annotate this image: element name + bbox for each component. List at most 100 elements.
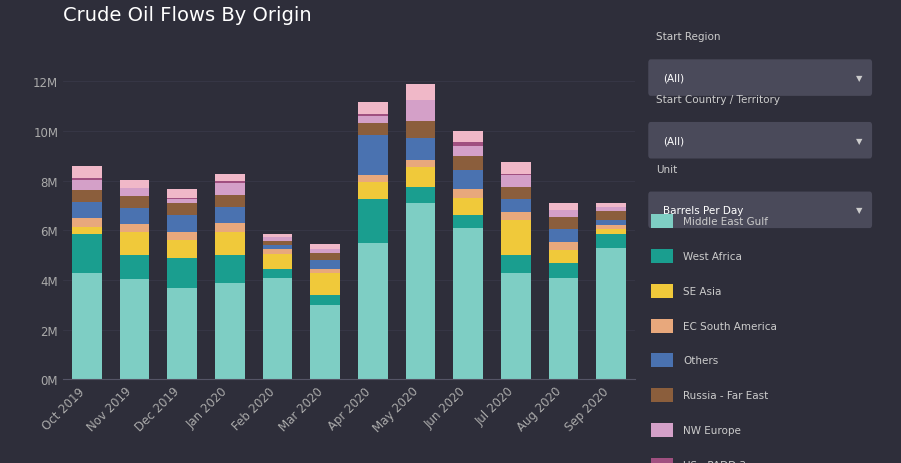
Bar [405,138,435,161]
Bar [72,179,102,181]
Bar [168,241,197,258]
Bar [549,243,578,250]
Bar [501,213,531,221]
Bar [120,279,150,380]
Bar [168,258,197,288]
Text: Start Region: Start Region [656,32,720,43]
Bar [501,163,531,175]
Text: Russia - Far East: Russia - Far East [683,390,769,400]
Bar [263,250,292,254]
Bar [596,221,626,225]
Bar [405,188,435,204]
Bar [311,254,340,261]
Bar [501,273,531,380]
FancyBboxPatch shape [651,250,673,263]
Bar [549,203,578,210]
Bar [596,230,626,235]
Bar [72,181,102,190]
Text: EC South America: EC South America [683,321,777,331]
Bar [453,199,483,216]
Bar [549,278,578,380]
Text: Crude Oil Flows By Origin: Crude Oil Flows By Origin [63,6,312,25]
Bar [405,101,435,122]
Text: ▼: ▼ [856,74,862,83]
Bar [596,211,626,221]
Bar [263,235,292,238]
Bar [311,261,340,269]
Text: (All): (All) [663,136,685,146]
Bar [453,228,483,380]
Bar [120,181,150,189]
Bar [358,117,387,124]
Bar [311,269,340,273]
FancyBboxPatch shape [651,215,673,229]
Bar [311,273,340,295]
Bar [263,254,292,269]
FancyBboxPatch shape [648,60,872,97]
Text: Unit: Unit [656,164,677,175]
Text: ▼: ▼ [856,206,862,215]
Text: SE Asia: SE Asia [683,286,722,296]
Bar [311,249,340,254]
Bar [72,202,102,219]
Bar [215,195,245,207]
Text: (All): (All) [663,74,685,83]
Bar [358,115,387,117]
Bar [120,188,150,197]
Bar [215,232,245,256]
Bar [453,189,483,199]
Bar [596,204,626,208]
Bar [263,278,292,380]
Bar [215,283,245,380]
Text: US - PADD 3: US - PADD 3 [683,460,746,463]
Bar [453,170,483,189]
FancyBboxPatch shape [648,123,872,159]
Bar [72,227,102,235]
Bar [358,243,387,380]
Text: Barrels Per Day: Barrels Per Day [663,206,743,215]
Bar [215,223,245,232]
Bar [596,208,626,211]
Bar [120,208,150,225]
FancyBboxPatch shape [648,192,872,229]
Bar [453,216,483,228]
Bar [120,232,150,256]
Bar [120,225,150,232]
Bar [215,175,245,181]
Bar [453,131,483,142]
Bar [215,183,245,195]
Bar [168,199,197,200]
Bar [596,225,626,230]
Bar [549,217,578,229]
Bar [501,221,531,256]
Bar [358,175,387,182]
FancyBboxPatch shape [651,388,673,402]
Bar [501,256,531,273]
Bar [358,182,387,200]
Bar [168,189,197,199]
Bar [72,273,102,380]
Bar [358,200,387,243]
Bar [596,235,626,248]
Bar [501,175,531,188]
Bar [72,167,102,179]
Text: West Africa: West Africa [683,251,742,262]
Text: Middle East Gulf: Middle East Gulf [683,217,768,227]
Bar [358,136,387,175]
Bar [72,235,102,273]
Bar [405,168,435,188]
Bar [168,216,197,232]
Bar [549,263,578,278]
Bar [263,269,292,278]
Text: NW Europe: NW Europe [683,425,741,435]
Bar [311,245,340,249]
Bar [311,305,340,380]
Bar [549,250,578,263]
Bar [405,161,435,168]
Text: Others: Others [683,356,718,366]
Bar [215,207,245,223]
Bar [549,229,578,243]
Bar [263,245,292,250]
Bar [263,238,292,241]
Bar [358,103,387,115]
